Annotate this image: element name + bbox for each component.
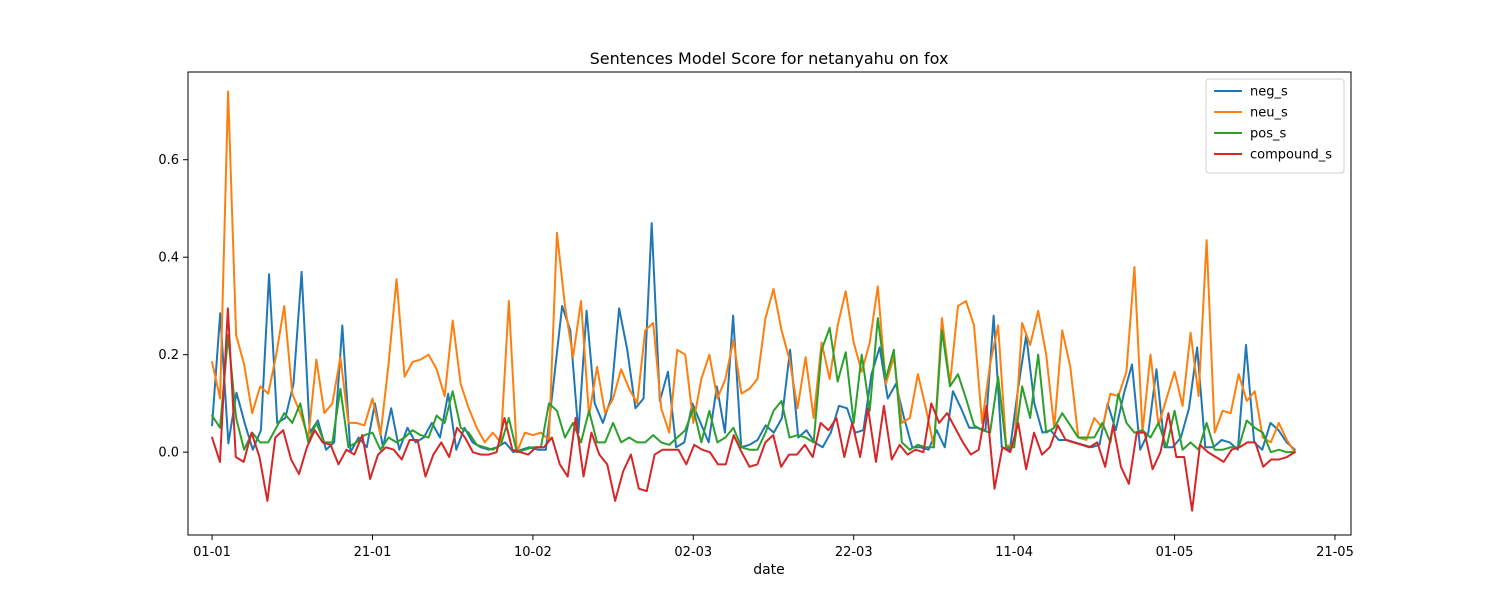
chart-title: Sentences Model Score for netanyahu on f… xyxy=(590,49,949,68)
y-tick-label: 0.6 xyxy=(158,153,179,168)
legend-frame xyxy=(1205,78,1345,174)
plot-area-frame xyxy=(187,71,1352,536)
x-tick-label: 01-01 xyxy=(193,545,231,560)
legend-label: compound_s xyxy=(1250,148,1332,163)
legend: neg_s neu_s pos_s compound_s xyxy=(1205,78,1345,174)
x-tick-label: 21-01 xyxy=(354,545,392,560)
series-line-neg-s xyxy=(211,222,1296,454)
x-tick-label: 02-03 xyxy=(674,545,712,560)
y-tick-label: 0.4 xyxy=(158,251,179,266)
x-tick-label: 22-03 xyxy=(835,545,873,560)
series-line-neu-s xyxy=(211,90,1296,454)
x-axis-title: date xyxy=(753,562,785,578)
legend-label: pos_s xyxy=(1250,127,1286,142)
x-axis: 01-01 21-01 10-02 02-03 22-03 11-04 01-05 21-05 xyxy=(193,535,1354,560)
series-line-compound-s xyxy=(211,307,1296,512)
series-line-pos-s xyxy=(211,317,1296,454)
legend-label: neg_s xyxy=(1250,85,1288,100)
series-layer xyxy=(211,90,1296,512)
x-tick-label: 01-05 xyxy=(1156,545,1194,560)
x-tick-label: 10-02 xyxy=(514,545,552,560)
legend-label: neu_s xyxy=(1250,106,1288,121)
y-axis: 0.0 0.2 0.4 0.6 xyxy=(158,153,188,461)
x-tick-label: 21-05 xyxy=(1316,545,1354,560)
y-tick-label: 0.0 xyxy=(158,446,179,461)
x-tick-label: 11-04 xyxy=(995,545,1033,560)
y-tick-label: 0.2 xyxy=(158,348,179,363)
